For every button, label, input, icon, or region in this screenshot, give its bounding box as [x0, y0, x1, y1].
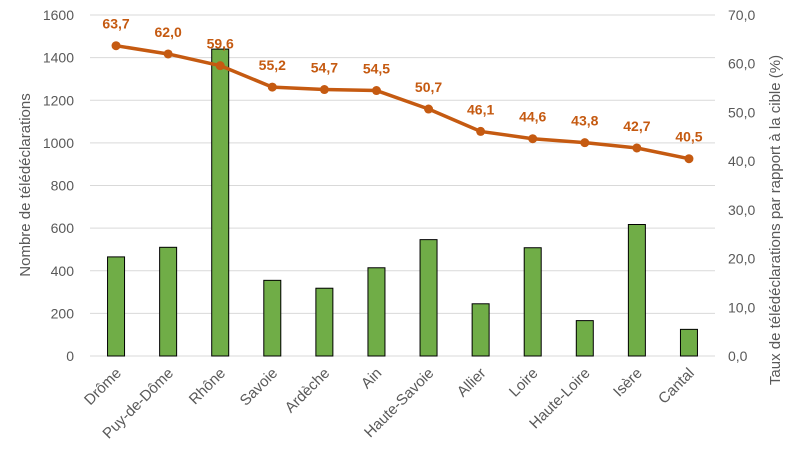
bar	[471, 303, 490, 357]
data-label: 59,6	[207, 36, 234, 52]
x-tick-label: Savoie	[237, 365, 281, 409]
y-tick-label: 200	[51, 305, 75, 321]
data-label: 46,1	[467, 101, 494, 117]
y2-tick-label: 50,0	[728, 104, 755, 120]
y2-tick-label: 10,0	[728, 299, 755, 315]
data-label: 63,7	[102, 16, 129, 32]
bar-series	[107, 48, 698, 357]
x-tick-label: Allier	[454, 365, 490, 401]
line-point	[424, 104, 434, 114]
line-point	[319, 85, 329, 95]
y-tick-label: 1000	[43, 135, 74, 151]
line-point	[632, 143, 642, 153]
gridlines	[90, 14, 715, 357]
bar	[419, 239, 438, 357]
y2-tick-label: 60,0	[728, 56, 755, 72]
bar	[107, 256, 126, 357]
y2-tick-label: 20,0	[728, 251, 755, 267]
y-tick-label: 1600	[43, 7, 74, 23]
x-tick-label: Rhône	[186, 365, 229, 408]
data-labels: 63,7 62,0 59,6 55,2 54,7 54,5 50,7 46,1 44,6 43,8…	[102, 16, 702, 145]
bar	[367, 267, 386, 357]
y2-tick-label: 40,0	[728, 153, 755, 169]
data-label: 54,5	[363, 61, 390, 77]
bar	[315, 287, 334, 357]
bar	[263, 279, 282, 357]
right-axis-title: Taux de télédéclarations par rapport à l…	[767, 55, 784, 385]
y2-tick-label: 0,0	[728, 348, 748, 364]
y-tick-label: 800	[51, 178, 75, 194]
bar	[575, 320, 594, 357]
left-axis-title: Nombre de télédéclarations	[17, 93, 34, 276]
data-label: 50,7	[415, 79, 442, 95]
y2-tick-label: 30,0	[728, 202, 755, 218]
right-axis-ticks: 0,0 10,0 20,0 30,0 40,0 50,0 60,0 70,0	[728, 7, 755, 364]
line-point	[111, 41, 121, 51]
x-tick-label: Cantal	[655, 365, 698, 408]
line-point	[215, 61, 225, 71]
y-tick-label: 600	[51, 220, 75, 236]
y-tick-label: 0	[66, 348, 74, 364]
bar	[679, 328, 698, 357]
y-tick-label: 1400	[43, 50, 74, 66]
x-tick-label: Ardèche	[282, 365, 334, 417]
data-label: 55,2	[259, 57, 286, 73]
data-label: 44,6	[519, 109, 546, 125]
line-series	[111, 41, 694, 164]
line-point	[684, 154, 694, 164]
line-point	[476, 126, 486, 136]
y2-tick-label: 70,0	[728, 7, 755, 23]
line-point	[580, 138, 590, 148]
data-label: 40,5	[675, 129, 702, 145]
line-point	[371, 86, 381, 96]
data-label: 42,7	[623, 118, 650, 134]
y-tick-label: 400	[51, 263, 75, 279]
bar	[523, 247, 542, 357]
y-tick-label: 1200	[43, 92, 74, 108]
bar	[159, 246, 178, 357]
x-tick-label: Ain	[358, 365, 385, 392]
line-point	[163, 49, 173, 59]
data-label: 43,8	[571, 113, 598, 129]
line-point	[267, 82, 277, 92]
x-tick-label: Isère	[610, 365, 646, 401]
x-tick-label: Drôme	[81, 365, 125, 409]
bar	[627, 224, 646, 357]
bar	[211, 48, 230, 357]
line-path	[114, 43, 691, 161]
data-label: 54,7	[311, 60, 338, 76]
left-axis-ticks: 0 200 400 600 800 1000 1200 1400 1600	[43, 7, 74, 364]
data-label: 62,0	[155, 24, 182, 40]
x-tick-label: Loire	[506, 365, 542, 401]
line-point	[528, 134, 538, 144]
